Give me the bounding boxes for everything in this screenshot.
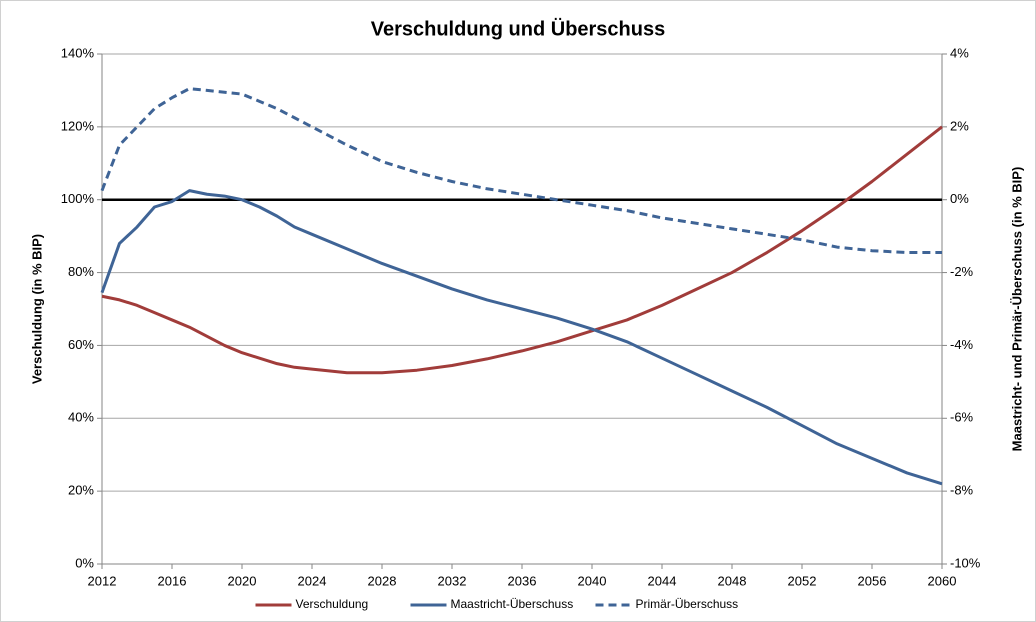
- y-tick-label: 120%: [61, 118, 95, 133]
- y-tick-label: 80%: [68, 264, 94, 279]
- series-line: [101, 125, 943, 375]
- x-tick-label: 2048: [718, 573, 747, 588]
- y-tick-label: 40%: [68, 410, 94, 425]
- y2-tick-label: -2%: [950, 264, 974, 279]
- y-tick-label: 140%: [61, 45, 95, 60]
- y-tick-label: 20%: [68, 483, 94, 498]
- chart-title: Verschuldung und Überschuss: [371, 17, 666, 40]
- y2-tick-label: -10%: [950, 555, 981, 570]
- x-tick-label: 2044: [648, 573, 677, 588]
- series-line: [100, 189, 943, 486]
- x-tick-label: 2036: [508, 573, 537, 588]
- y-axis-title: Verschuldung (in % BIP): [29, 234, 44, 384]
- x-tick-label: 2028: [368, 573, 397, 588]
- y2-tick-label: -8%: [950, 483, 974, 498]
- y2-tick-label: 0%: [950, 191, 969, 206]
- legend-label: Primär-Überschuss: [636, 597, 739, 611]
- y-tick-label: 100%: [61, 191, 95, 206]
- y2-tick-label: 2%: [950, 118, 969, 133]
- legend-label: Verschuldung: [296, 597, 369, 611]
- x-tick-label: 2040: [578, 573, 607, 588]
- x-tick-label: 2056: [858, 573, 887, 588]
- x-tick-label: 2060: [928, 573, 957, 588]
- y-tick-label: 60%: [68, 337, 94, 352]
- y2-axis-title: Maastricht- und Primär-Überschuss (in % …: [1009, 167, 1024, 452]
- x-tick-label: 2024: [298, 573, 327, 588]
- y-tick-label: 0%: [75, 555, 94, 570]
- legend-label: Maastricht-Überschuss: [451, 597, 574, 611]
- series-line: [100, 87, 942, 255]
- y2-tick-label: -4%: [950, 337, 974, 352]
- x-tick-label: 2052: [788, 573, 817, 588]
- x-tick-label: 2020: [228, 573, 257, 588]
- x-tick-label: 2012: [88, 573, 117, 588]
- x-tick-label: 2032: [438, 573, 467, 588]
- y2-tick-label: -6%: [950, 410, 974, 425]
- y2-tick-label: 4%: [950, 45, 969, 60]
- x-tick-label: 2016: [158, 573, 187, 588]
